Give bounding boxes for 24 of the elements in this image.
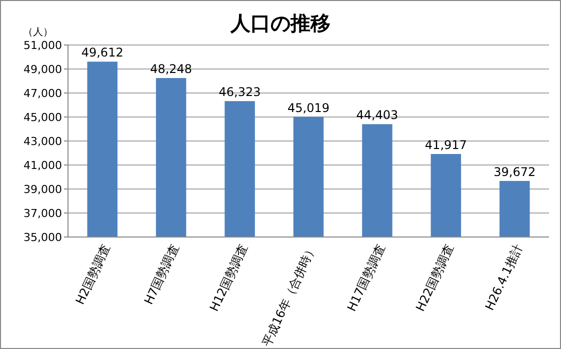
- data-label: 48,248: [150, 62, 192, 76]
- x-tick-label: H12国勢調査: [207, 242, 250, 314]
- x-tick-label: 平成16年（合併時）: [259, 242, 320, 349]
- y-tick-label: 51,000: [24, 38, 62, 52]
- data-label: 41,917: [424, 138, 467, 152]
- data-label: 39,672: [494, 164, 536, 179]
- y-axis-title: （人）: [23, 27, 53, 38]
- x-tick-label: H22国勢調査: [413, 242, 456, 314]
- y-tick-label: 41,000: [24, 158, 62, 172]
- data-label: 46,323: [218, 85, 261, 100]
- y-tick-label: 45,000: [24, 110, 62, 124]
- chart-title: 人口の推移: [230, 11, 330, 35]
- y-tick-label: 39,000: [24, 182, 62, 196]
- y-tick-label: 37,000: [24, 206, 62, 220]
- y-tick-label: 43,000: [24, 134, 62, 148]
- data-label: 49,612: [81, 46, 124, 60]
- y-tick-label: 49,000: [24, 62, 62, 76]
- data-label: 45,019: [288, 100, 330, 115]
- y-tick-label: 35,000: [24, 230, 62, 244]
- x-tick-label: H2国勢調査: [72, 242, 113, 307]
- data-label: 44,403: [356, 108, 398, 122]
- y-tick-label: 47,000: [24, 86, 62, 100]
- x-tick-label: H7国勢調査: [142, 242, 182, 307]
- x-tick-label: H17国勢調査: [344, 242, 388, 314]
